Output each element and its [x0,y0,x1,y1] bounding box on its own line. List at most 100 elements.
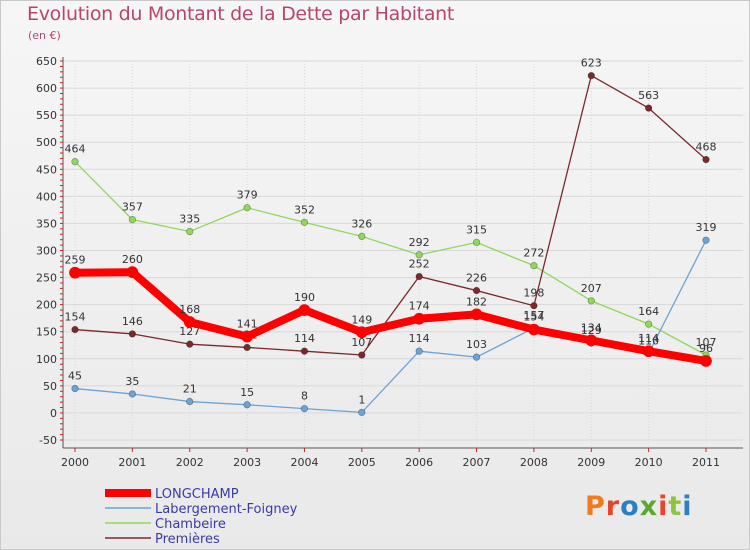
x-tick-label: 2004 [290,456,318,469]
series-line-3 [74,74,707,356]
data-point [243,401,251,409]
y-tick-label: 150 [36,326,57,339]
y-tick-label: 450 [36,163,57,176]
data-label: 326 [351,217,372,230]
data-point [71,384,79,393]
data-label: 272 [523,247,544,260]
y-tick-label: 250 [36,272,57,285]
y-tick-label: 0 [50,407,57,420]
data-label: 174 [409,300,430,313]
data-point [241,330,253,343]
data-point [300,218,309,226]
y-tick-label: 100 [36,353,57,366]
data-point [415,251,423,259]
data-point [700,355,712,367]
y-tick-label: 400 [36,190,57,203]
data-label: 563 [638,89,659,102]
data-point [243,343,251,352]
data-label: 15 [240,386,254,399]
y-tick-label: 350 [36,217,57,230]
x-tick-label: 2002 [176,456,204,469]
data-point [415,347,423,355]
data-point [300,347,309,355]
data-point [528,323,540,336]
data-point [470,308,483,321]
data-label: 149 [351,313,372,326]
chart-title: Evolution du Montant de la Dette par Hab… [27,3,455,25]
data-label: 464 [65,143,86,156]
data-label: 198 [523,287,544,300]
data-label: 226 [466,272,487,285]
data-point [183,316,196,328]
data-label: 146 [122,315,143,328]
data-point [186,227,194,236]
data-label: 107 [696,336,717,349]
data-point [128,390,137,398]
data-label: 292 [409,236,430,249]
legend-label-2: Chambeire [155,517,226,532]
data-label: 190 [294,291,315,304]
data-label: 114 [294,332,315,345]
data-label: 107 [351,336,372,349]
data-point [587,297,595,305]
data-label: 468 [696,141,717,154]
x-tick-label: 2006 [405,456,433,469]
data-label: 21 [183,383,197,396]
data-point [472,238,481,247]
data-point [71,158,79,166]
data-point [186,340,194,348]
data-point [300,404,309,413]
data-label: 335 [179,213,200,226]
y-tick-label: 500 [36,136,57,149]
data-label: 154 [65,311,86,324]
data-label: 157 [523,309,544,322]
data-point [128,330,137,338]
data-label: 8 [301,390,308,403]
data-point [358,408,366,417]
data-point [530,302,538,310]
data-point [702,236,710,244]
data-label: 114 [409,332,430,345]
data-point [358,351,366,359]
legend-label-0: LONGCHAMP [155,487,239,502]
x-tick-label: 2003 [233,456,261,469]
chart-unit-label: (en €) [28,29,61,42]
data-label: 260 [122,253,143,266]
data-label: 35 [125,375,139,388]
data-label: 319 [696,221,717,234]
data-point [71,325,79,334]
data-point [530,262,538,270]
data-point [358,232,366,241]
x-tick-label: 2007 [463,456,491,469]
data-label: 103 [466,338,487,351]
x-tick-label: 2011 [692,456,720,469]
y-tick-label: 600 [36,82,57,95]
data-point [644,320,653,328]
data-point [642,345,655,358]
data-label: 379 [237,189,258,202]
data-label: 164 [638,305,659,318]
data-label: 1 [358,393,365,406]
data-label: 259 [65,254,86,267]
data-point [243,204,251,212]
data-point [186,397,194,406]
data-label: 182 [466,295,487,308]
data-label: 141 [237,318,258,331]
data-point [355,326,368,339]
data-point [472,353,481,361]
data-label: 623 [581,57,602,70]
data-point [702,155,710,164]
data-label: 114 [638,332,659,345]
data-label: 168 [179,303,200,316]
data-label: 127 [179,325,200,338]
data-label: 357 [122,201,143,214]
data-label: 96 [699,342,713,355]
data-point [298,304,311,316]
y-tick-label: 650 [36,55,57,68]
data-label: 154 [523,311,544,324]
x-tick-label: 2009 [577,456,605,469]
x-tick-label: 2005 [348,456,376,469]
series-line-2 [74,161,707,356]
